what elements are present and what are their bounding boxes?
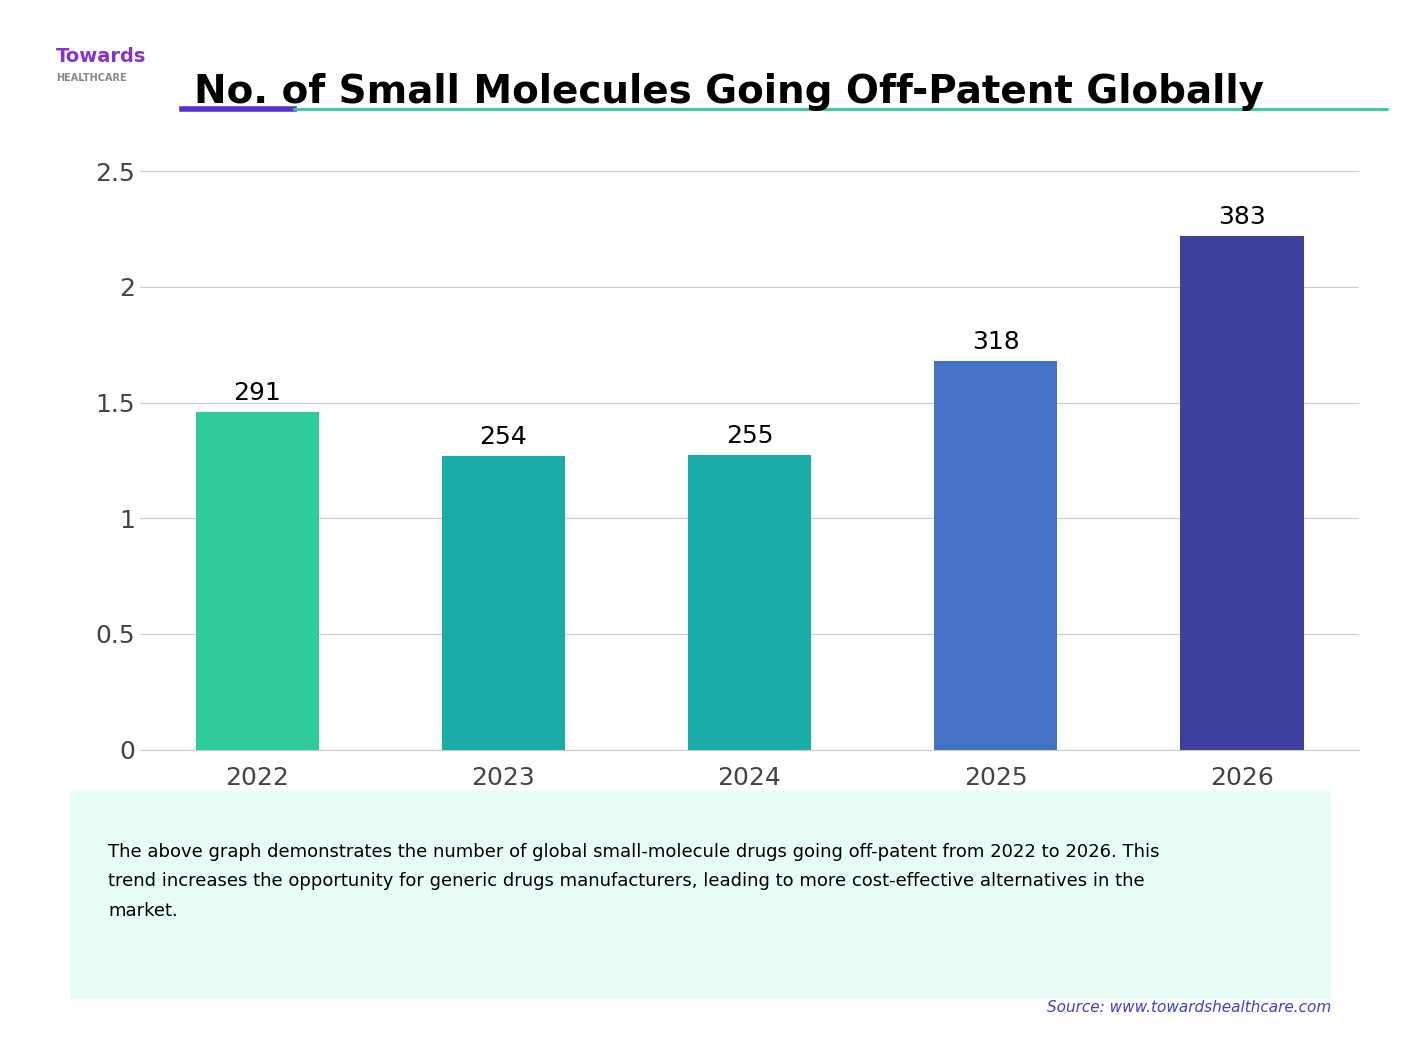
Text: 291: 291 (233, 381, 282, 405)
Bar (688, 455, 811, 750)
Bar (1181, 236, 1303, 750)
Text: 254: 254 (479, 425, 527, 449)
Bar (196, 412, 318, 750)
Text: 318: 318 (972, 330, 1020, 354)
Bar (934, 361, 1058, 750)
Text: 383: 383 (1217, 205, 1267, 229)
Text: No. of Small Molecules Going Off-Patent Globally: No. of Small Molecules Going Off-Patent … (193, 73, 1264, 111)
Text: Towards: Towards (56, 47, 147, 66)
Text: HEALTHCARE: HEALTHCARE (56, 73, 126, 83)
Text: Source: www.towardshealthcare.com: Source: www.towardshealthcare.com (1047, 1000, 1331, 1015)
Text: 255: 255 (726, 424, 773, 448)
Bar (441, 456, 565, 750)
Text: The above graph demonstrates the number of global small-molecule drugs going off: The above graph demonstrates the number … (108, 843, 1160, 919)
